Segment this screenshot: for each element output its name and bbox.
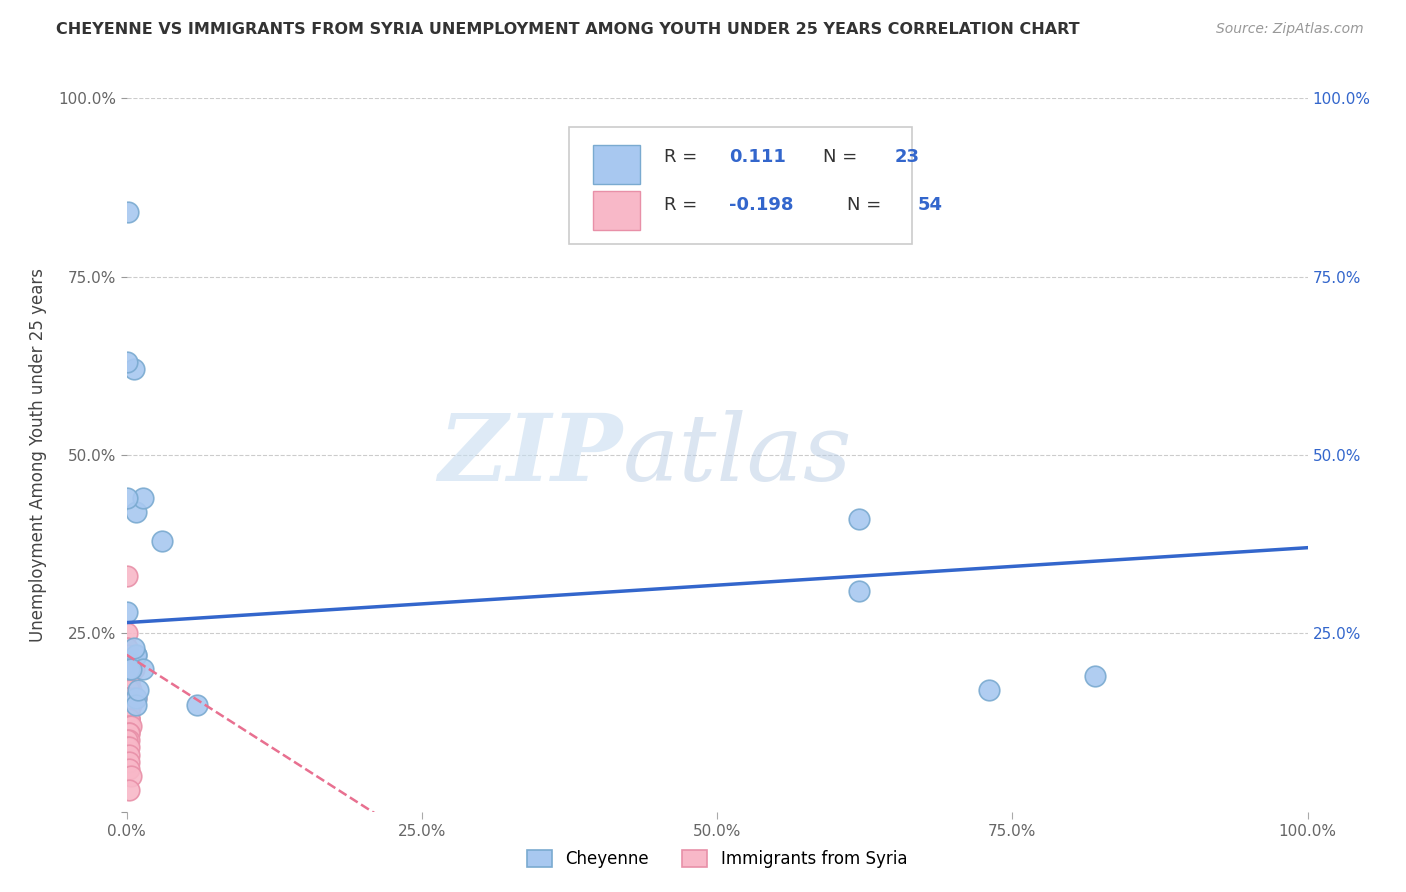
- Point: [115, 605, 138, 619]
- Point: [127, 683, 149, 698]
- Text: 0.111: 0.111: [728, 148, 786, 166]
- Point: [118, 726, 141, 740]
- Point: [118, 762, 141, 776]
- Point: [1084, 669, 1107, 683]
- Point: [115, 698, 138, 712]
- Point: [848, 583, 870, 598]
- Point: [118, 740, 141, 755]
- Point: [115, 640, 138, 655]
- Point: [125, 690, 148, 705]
- Point: [150, 533, 173, 548]
- Point: [125, 648, 148, 662]
- Point: [118, 712, 141, 726]
- Point: [120, 662, 142, 676]
- Point: [120, 662, 142, 676]
- Point: [118, 726, 141, 740]
- Point: [118, 712, 141, 726]
- Point: [118, 719, 141, 733]
- Point: [115, 733, 138, 747]
- Point: [118, 705, 141, 719]
- Point: [120, 719, 142, 733]
- Point: [125, 505, 148, 519]
- Point: [122, 640, 145, 655]
- Point: [118, 676, 141, 690]
- Point: [115, 705, 138, 719]
- Point: [186, 698, 208, 712]
- Y-axis label: Unemployment Among Youth under 25 years: Unemployment Among Youth under 25 years: [30, 268, 46, 642]
- Point: [117, 205, 139, 219]
- Point: [115, 683, 138, 698]
- Point: [122, 662, 145, 676]
- Text: 23: 23: [894, 148, 920, 166]
- Point: [115, 705, 138, 719]
- Point: [977, 683, 1000, 698]
- Point: [122, 362, 145, 376]
- Point: [118, 676, 141, 690]
- Legend: Cheyenne, Immigrants from Syria: Cheyenne, Immigrants from Syria: [520, 843, 914, 875]
- Point: [118, 698, 141, 712]
- Text: -0.198: -0.198: [728, 195, 793, 214]
- Point: [115, 355, 138, 369]
- Text: Source: ZipAtlas.com: Source: ZipAtlas.com: [1216, 22, 1364, 37]
- Point: [118, 712, 141, 726]
- Point: [118, 683, 141, 698]
- Text: R =: R =: [664, 195, 703, 214]
- Point: [120, 698, 142, 712]
- Point: [115, 640, 138, 655]
- Point: [118, 698, 141, 712]
- FancyBboxPatch shape: [593, 191, 640, 230]
- Point: [115, 569, 138, 583]
- Point: [115, 648, 138, 662]
- Point: [115, 698, 138, 712]
- Point: [115, 676, 138, 690]
- Point: [118, 783, 141, 797]
- Point: [118, 755, 141, 769]
- Point: [120, 769, 142, 783]
- Point: [115, 676, 138, 690]
- Text: ZIP: ZIP: [439, 410, 623, 500]
- Point: [115, 669, 138, 683]
- Point: [118, 655, 141, 669]
- Point: [115, 740, 138, 755]
- Point: [125, 648, 148, 662]
- Point: [118, 705, 141, 719]
- Point: [118, 733, 141, 747]
- Point: [115, 690, 138, 705]
- Point: [125, 698, 148, 712]
- Point: [115, 690, 138, 705]
- Text: CHEYENNE VS IMMIGRANTS FROM SYRIA UNEMPLOYMENT AMONG YOUTH UNDER 25 YEARS CORREL: CHEYENNE VS IMMIGRANTS FROM SYRIA UNEMPL…: [56, 22, 1080, 37]
- Point: [118, 683, 141, 698]
- Point: [132, 662, 155, 676]
- Text: R =: R =: [664, 148, 703, 166]
- Point: [118, 747, 141, 762]
- Point: [115, 669, 138, 683]
- Point: [848, 512, 870, 526]
- Point: [120, 683, 142, 698]
- Point: [118, 712, 141, 726]
- Text: 54: 54: [918, 195, 943, 214]
- Point: [118, 719, 141, 733]
- Point: [118, 669, 141, 683]
- Point: [115, 669, 138, 683]
- FancyBboxPatch shape: [569, 127, 912, 244]
- Point: [118, 662, 141, 676]
- Point: [115, 683, 138, 698]
- Text: N =: N =: [846, 195, 887, 214]
- Text: N =: N =: [824, 148, 863, 166]
- Point: [115, 626, 138, 640]
- Text: atlas: atlas: [623, 410, 852, 500]
- Point: [115, 491, 138, 505]
- Point: [115, 705, 138, 719]
- Point: [122, 690, 145, 705]
- FancyBboxPatch shape: [593, 145, 640, 184]
- Point: [118, 690, 141, 705]
- Point: [132, 491, 155, 505]
- Point: [117, 655, 139, 669]
- Point: [125, 690, 148, 705]
